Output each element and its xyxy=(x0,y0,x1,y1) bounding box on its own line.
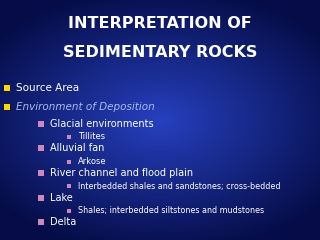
Text: River channel and flood plain: River channel and flood plain xyxy=(50,168,193,178)
Text: Shales; interbedded siltstones and mudstones: Shales; interbedded siltstones and mudst… xyxy=(78,206,265,216)
Text: Environment of Deposition: Environment of Deposition xyxy=(16,102,155,112)
Text: Tillites: Tillites xyxy=(78,132,106,141)
Text: INTERPRETATION OF: INTERPRETATION OF xyxy=(68,17,252,31)
Text: Glacial environments: Glacial environments xyxy=(50,119,153,129)
Text: Interbedded shales and sandstones; cross-bedded: Interbedded shales and sandstones; cross… xyxy=(78,182,281,191)
Text: Lake: Lake xyxy=(50,193,72,203)
Text: Arkose: Arkose xyxy=(78,157,107,166)
Text: Delta: Delta xyxy=(50,217,76,228)
Text: Alluvial fan: Alluvial fan xyxy=(50,143,104,153)
Text: Source Area: Source Area xyxy=(16,83,79,93)
Text: SEDIMENTARY ROCKS: SEDIMENTARY ROCKS xyxy=(63,45,257,60)
